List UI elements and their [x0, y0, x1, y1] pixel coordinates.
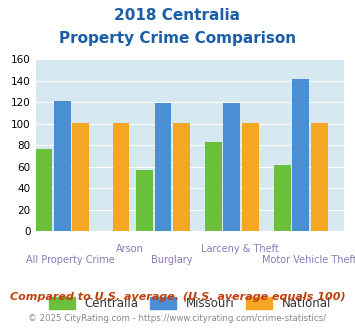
Bar	[311, 123, 328, 231]
Bar	[205, 142, 222, 231]
Text: 2018 Centralia: 2018 Centralia	[115, 8, 240, 23]
Bar	[136, 170, 153, 231]
Text: Arson: Arson	[116, 244, 143, 254]
Text: Compared to U.S. average. (U.S. average equals 100): Compared to U.S. average. (U.S. average …	[10, 292, 345, 302]
Text: Motor Vehicle Theft: Motor Vehicle Theft	[262, 255, 355, 265]
Bar	[72, 123, 89, 231]
Bar	[155, 103, 171, 231]
Bar	[54, 101, 71, 231]
Text: All Property Crime: All Property Crime	[26, 255, 115, 265]
Bar	[224, 103, 240, 231]
Bar	[242, 123, 259, 231]
Bar	[173, 123, 190, 231]
Text: Burglary: Burglary	[151, 255, 192, 265]
Bar	[274, 164, 291, 231]
Bar	[36, 149, 52, 231]
Bar	[113, 123, 130, 231]
Text: Property Crime Comparison: Property Crime Comparison	[59, 31, 296, 46]
Text: Larceny & Theft: Larceny & Theft	[201, 244, 279, 254]
Bar	[292, 79, 309, 231]
Legend: Centralia, Missouri, National: Centralia, Missouri, National	[44, 292, 335, 314]
Text: © 2025 CityRating.com - https://www.cityrating.com/crime-statistics/: © 2025 CityRating.com - https://www.city…	[28, 314, 327, 323]
